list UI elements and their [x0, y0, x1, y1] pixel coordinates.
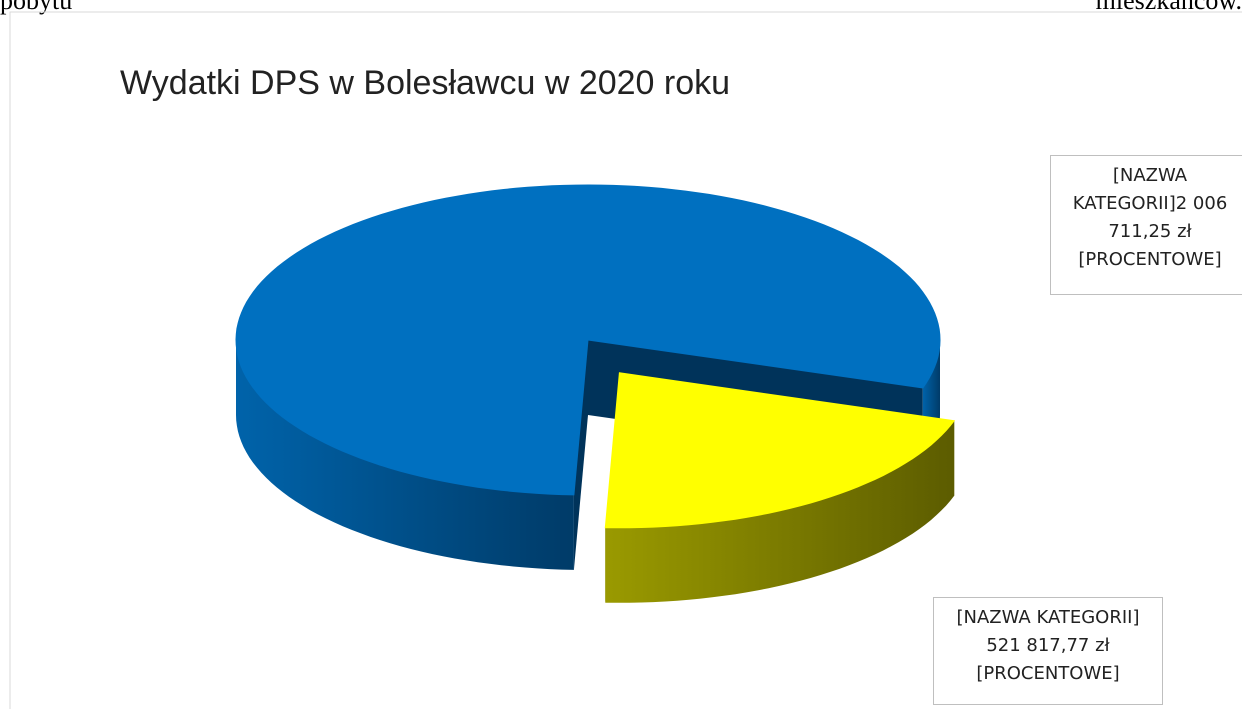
label-value: 2 006 711,25 zł [1108, 193, 1228, 242]
data-label: [NAZWA KATEGORII] 521 817,77 zł [PROCENT… [933, 597, 1163, 705]
slice [604, 372, 956, 529]
label-category: [NAZWA KATEGORII] [1072, 165, 1188, 214]
label-percent: [PROCENTOWE] [1078, 249, 1222, 270]
chart-title: Wydatki DPS w Bolesławcu w 2020 roku [120, 64, 730, 102]
slice-side [236, 340, 574, 570]
slice-side [605, 420, 955, 603]
data-label: [NAZWA KATEGORII]2 006 711,25 zł [PROCEN… [1050, 155, 1242, 295]
slice-face [573, 340, 588, 570]
label-percent: [PROCENTOWE] [976, 663, 1120, 684]
page-fragment: mieszkańców. [1095, 0, 1242, 15]
label-category: [NAZWA KATEGORII] [956, 607, 1140, 628]
page-fragment: pobytu [0, 0, 73, 15]
slice [235, 184, 941, 496]
label-value: 521 817,77 zł [986, 635, 1110, 656]
chart-frame [9, 11, 1242, 709]
